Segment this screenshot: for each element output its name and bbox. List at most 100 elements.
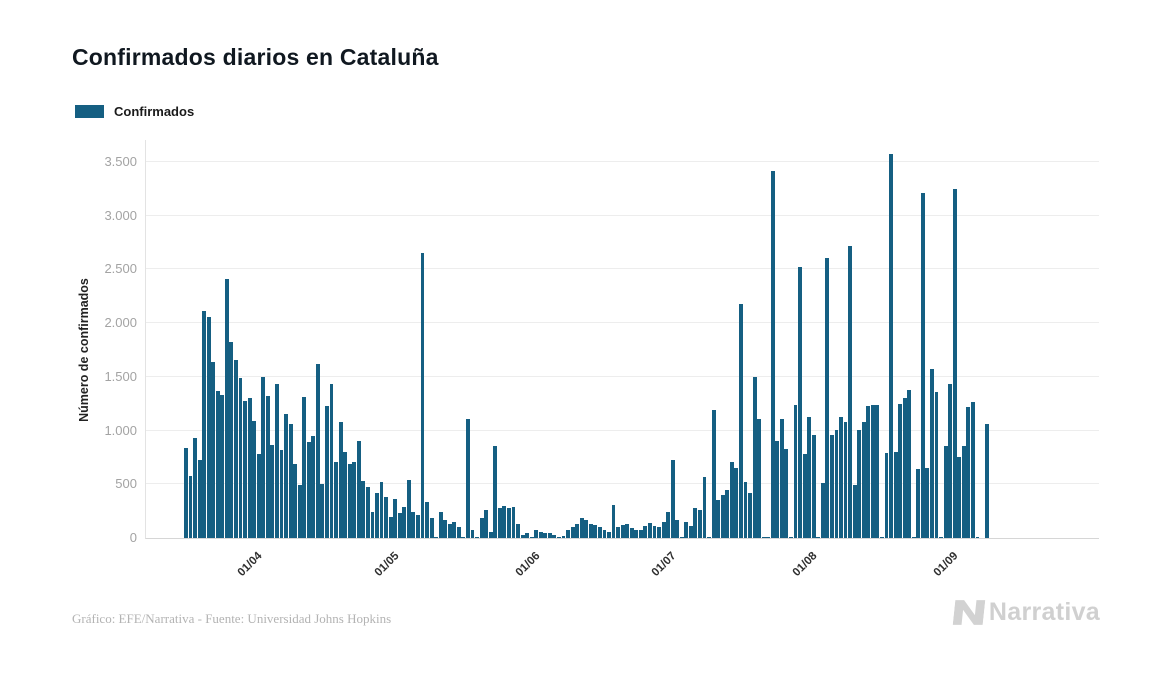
brand-name: Narrativa [988, 598, 1100, 626]
bar [552, 534, 557, 538]
bar [365, 486, 370, 538]
bar [738, 303, 743, 538]
bar [506, 508, 511, 538]
bar [493, 446, 498, 538]
y-tick-label: 2.500 [104, 261, 137, 277]
bar [329, 384, 334, 538]
bar [247, 398, 252, 538]
y-tick-label: 3.500 [104, 154, 137, 169]
bar [807, 416, 812, 538]
bar [534, 529, 539, 538]
chart-title: Confirmados diarios en Cataluña [72, 44, 439, 70]
bar [406, 480, 411, 538]
bar [870, 405, 875, 538]
bar [429, 517, 434, 538]
bar [825, 257, 830, 538]
bar [702, 476, 707, 538]
source-credit: Gráfico: EFE/Narrativa - Fuente: Univers… [72, 611, 392, 626]
bar [670, 459, 675, 538]
bar [184, 447, 188, 538]
bar [502, 506, 507, 538]
bar [538, 531, 543, 538]
y-tick-label: 0 [129, 530, 137, 545]
bar [602, 529, 607, 538]
bar [425, 502, 429, 538]
bar [779, 418, 784, 538]
bar [911, 537, 916, 538]
bar [547, 533, 552, 538]
bar [684, 521, 689, 538]
bar [757, 418, 762, 538]
bar [243, 400, 248, 538]
bar [634, 529, 639, 538]
bar [584, 520, 589, 538]
legend: Confirmados [75, 104, 194, 119]
bar [879, 537, 884, 538]
bar [748, 493, 752, 538]
bar [224, 279, 229, 538]
bar [293, 463, 298, 538]
bar [902, 398, 907, 538]
bar [857, 429, 862, 538]
bar [616, 526, 621, 538]
bar [930, 369, 934, 538]
bar [279, 450, 284, 538]
gridline [146, 268, 1099, 270]
x-tick-label: 01/09 [931, 550, 961, 579]
bar [816, 537, 821, 538]
bar [834, 430, 839, 538]
bar [707, 537, 712, 538]
bar [256, 454, 261, 538]
bar [434, 536, 439, 538]
bar [579, 518, 584, 538]
bar [215, 390, 220, 538]
bar [711, 409, 716, 538]
bar [811, 435, 816, 538]
bar [984, 423, 989, 538]
bar [939, 537, 944, 538]
narrativa-n-icon [952, 600, 986, 625]
bar [520, 534, 525, 538]
bar [561, 535, 566, 538]
bar [443, 520, 448, 538]
gridline [146, 322, 1099, 324]
bar [575, 523, 580, 538]
bar [188, 475, 193, 538]
bar [543, 532, 548, 538]
bar [798, 267, 802, 538]
bar [315, 363, 320, 538]
bar [784, 448, 789, 538]
x-tick-label: 01/04 [235, 550, 265, 579]
bar [943, 445, 948, 538]
bar [302, 397, 307, 538]
gridline [146, 161, 1099, 162]
gridline [146, 214, 1099, 216]
x-tick-label: 01/05 [372, 550, 402, 579]
bar [479, 518, 484, 538]
bar [679, 537, 684, 538]
x-tick-label: 01/07 [649, 550, 679, 579]
bar [529, 536, 534, 538]
bar [607, 531, 611, 538]
bar [666, 512, 671, 538]
bar [802, 453, 807, 538]
bar [420, 253, 425, 538]
bar [848, 246, 853, 538]
bar [352, 461, 357, 538]
bar [625, 523, 630, 538]
bar [647, 522, 652, 538]
bar [325, 405, 329, 538]
bar [611, 505, 616, 538]
bar [306, 442, 311, 538]
bar [402, 506, 407, 538]
bar [456, 526, 461, 538]
bar [356, 440, 361, 538]
bar [661, 521, 666, 538]
bar [375, 492, 379, 538]
bar [793, 405, 798, 538]
bar [839, 416, 843, 538]
y-tick-label: 500 [115, 476, 137, 492]
bar [643, 526, 648, 538]
bar [620, 525, 625, 538]
